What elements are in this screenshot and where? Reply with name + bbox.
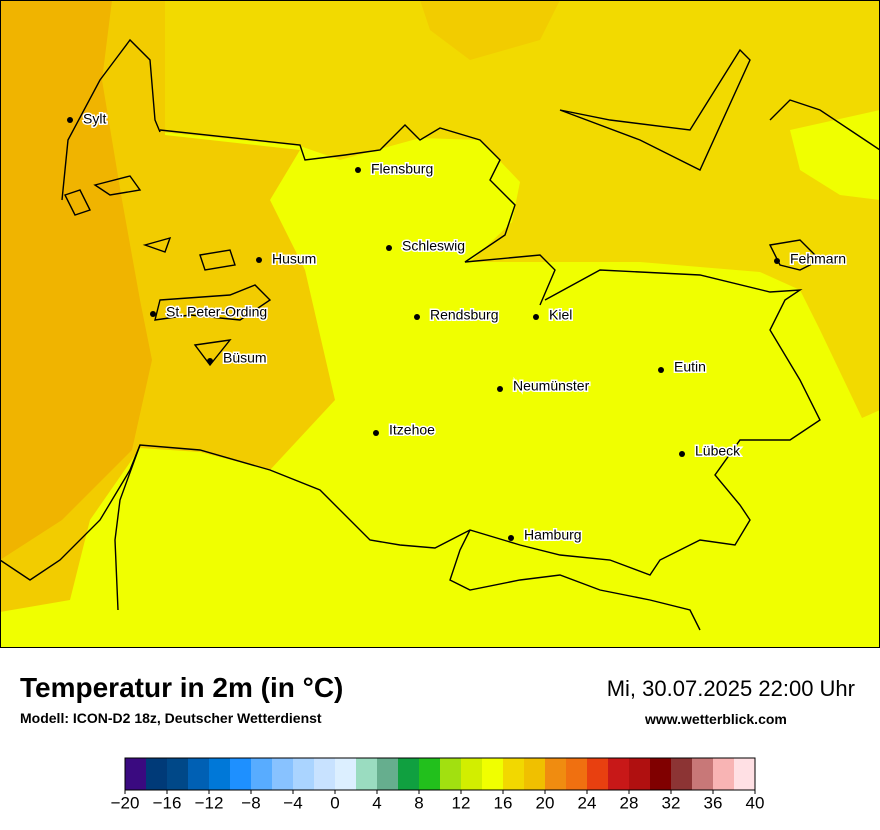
city-dot xyxy=(373,430,379,436)
colorbar-tick-label: −20 xyxy=(111,793,140,812)
coastline xyxy=(159,124,556,306)
colorbar-segment xyxy=(629,758,651,790)
colorbar-tick-label: −12 xyxy=(195,793,224,812)
city-label: Neumünster xyxy=(513,378,590,394)
colorbar-tick-label: 28 xyxy=(620,793,639,812)
coastline xyxy=(61,38,161,201)
colorbar-tick-label: 8 xyxy=(414,793,423,812)
city-dot xyxy=(497,386,503,392)
city-dot xyxy=(207,358,213,364)
title: Temperatur in 2m (in °C) xyxy=(20,672,344,703)
city-label: Husum xyxy=(272,251,316,267)
colorbar-segment xyxy=(566,758,588,790)
city-dot xyxy=(774,258,780,264)
city-dot xyxy=(508,535,514,541)
city-label: Hamburg xyxy=(524,527,582,543)
map: Sylt Flensburg Schleswig Husum St. Peter… xyxy=(0,0,880,648)
city-label: Flensburg xyxy=(371,161,433,177)
warmer-area xyxy=(0,0,152,560)
colorbar-segment xyxy=(671,758,693,790)
colorbar-tick-label: 32 xyxy=(662,793,681,812)
colorbar-segment xyxy=(335,758,357,790)
island xyxy=(559,48,751,171)
city-dot xyxy=(533,314,539,320)
cool-area xyxy=(790,110,880,200)
colorbar-tick-label: 16 xyxy=(494,793,513,812)
colorbar-segment xyxy=(293,758,315,790)
city-label: Fehmarn xyxy=(790,251,846,267)
colorbar-segment xyxy=(440,758,462,790)
city-dot xyxy=(679,451,685,457)
city-label: Itzehoe xyxy=(389,422,435,438)
colorbar-tick-label: 40 xyxy=(746,793,765,812)
coastline xyxy=(0,444,141,581)
colorbar-segment xyxy=(503,758,525,790)
colorbar-segment xyxy=(314,758,336,790)
colorbar-segment xyxy=(650,758,672,790)
colorbar-segment xyxy=(230,758,252,790)
subtitle: Modell: ICON-D2 18z, Deutscher Wetterdie… xyxy=(20,710,322,726)
border-line xyxy=(449,529,701,631)
warm-area xyxy=(420,0,560,60)
colorbar-tick-label: 36 xyxy=(704,793,723,812)
colorbar-tick-label: 20 xyxy=(536,793,555,812)
colorbar-segment xyxy=(209,758,231,790)
city-label: Schleswig xyxy=(402,238,465,254)
city-label: Rendsburg xyxy=(430,307,499,323)
colorbar-segment xyxy=(608,758,630,790)
city-label: Kiel xyxy=(549,307,572,323)
colorbar-segment xyxy=(167,758,189,790)
warm-area xyxy=(160,0,880,418)
island xyxy=(64,175,236,271)
coastline xyxy=(154,284,272,367)
colorbar: −20 −16 −12 −8 −4 0 4 8 12 16 20 24 28 32 36 40 xyxy=(111,757,765,812)
colorbar-segment xyxy=(713,758,735,790)
colorbar-tick-label: 0 xyxy=(330,793,339,812)
datetime: Mi, 30.07.2025 22:00 Uhr xyxy=(606,676,855,701)
colorbar-tick-label: −16 xyxy=(153,793,182,812)
city-label: Eutin xyxy=(674,359,706,375)
colorbar-segment xyxy=(587,758,609,790)
colorbar-tick-label: 24 xyxy=(578,793,597,812)
colorbar-segment xyxy=(377,758,399,790)
city-label: Lübeck xyxy=(695,443,741,459)
colorbar-segment xyxy=(356,758,378,790)
city-dot xyxy=(386,245,392,251)
colorbar-segment xyxy=(125,758,147,790)
colorbar-segment xyxy=(692,758,714,790)
colorbar-segment xyxy=(398,758,420,790)
colorbar-border xyxy=(124,757,756,791)
colorbar-segment xyxy=(419,758,441,790)
colorbar-segment xyxy=(524,758,546,790)
city-label: Büsum xyxy=(223,350,267,366)
city-dot xyxy=(658,367,664,373)
city-dot xyxy=(355,167,361,173)
city-dot xyxy=(67,117,73,123)
city-label: Sylt xyxy=(83,111,106,127)
colorbar-segment xyxy=(146,758,168,790)
colorbar-segment xyxy=(272,758,294,790)
website: www.wetterblick.com xyxy=(645,711,787,727)
cities: Sylt Flensburg Schleswig Husum St. Peter… xyxy=(67,109,848,544)
colorbar-tick-label: −4 xyxy=(283,793,302,812)
city-dot xyxy=(256,257,262,263)
colorbar-segment xyxy=(188,758,210,790)
colorbar-tick-label: 12 xyxy=(452,793,471,812)
colorbar-segment xyxy=(545,758,567,790)
city-dot xyxy=(150,311,156,317)
coastline xyxy=(114,269,821,611)
colorbar-segment xyxy=(734,758,756,790)
city-dot xyxy=(414,314,420,320)
colorbar-segment xyxy=(461,758,483,790)
city-label: St. Peter-Ording xyxy=(166,304,267,320)
colorbar-segment xyxy=(251,758,273,790)
colorbar-tick-label: −8 xyxy=(241,793,260,812)
colorbar-segment xyxy=(482,758,504,790)
colorbar-tick-label: 4 xyxy=(372,793,381,812)
